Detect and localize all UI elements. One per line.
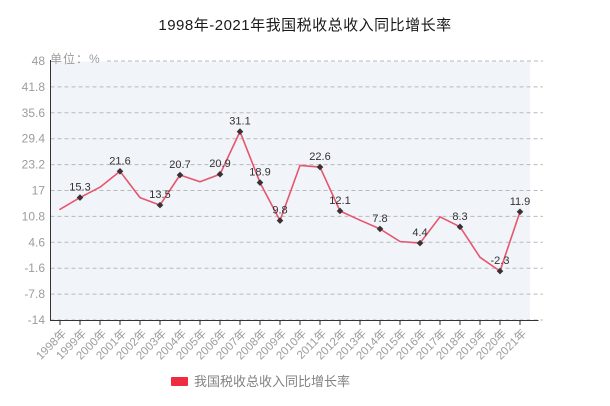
data-point-label: 22.6 xyxy=(309,151,330,163)
data-point-marker xyxy=(216,170,224,178)
y-axis-unit-label: 单位：% xyxy=(50,51,101,66)
data-point-marker xyxy=(516,208,524,216)
y-tick-label: 35.6 xyxy=(22,106,46,120)
data-point-marker xyxy=(236,128,244,135)
series-line xyxy=(59,130,521,272)
data-point-marker xyxy=(456,223,464,231)
data-point-label: 13.5 xyxy=(149,189,170,201)
y-tick-label: 41.8 xyxy=(22,80,46,94)
data-point-label: 7.8 xyxy=(372,213,387,225)
data-point-label: 20.7 xyxy=(169,159,190,171)
data-point-marker xyxy=(116,167,124,175)
y-tick-label: 48 xyxy=(32,54,46,68)
data-point-marker xyxy=(336,207,344,215)
y-tick-label: 4.6 xyxy=(28,235,45,249)
chart-title: 1998年-2021年我国税收总收入同比增长率 xyxy=(158,17,452,34)
data-point-marker xyxy=(176,171,184,179)
data-point-label: 11.9 xyxy=(510,196,531,208)
data-point-label: 8.3 xyxy=(452,211,467,223)
data-point-marker xyxy=(276,217,284,224)
data-point-label: 18.9 xyxy=(249,167,270,179)
data-point-label: 21.6 xyxy=(109,155,130,167)
y-tick-label: 17 xyxy=(32,184,46,198)
data-point-marker xyxy=(316,163,324,171)
data-point-label: 31.1 xyxy=(229,116,250,128)
data-point-marker xyxy=(376,225,384,233)
data-point-marker xyxy=(496,267,504,275)
legend-swatch-icon xyxy=(171,377,188,386)
y-tick-label: -7.8 xyxy=(24,287,45,301)
data-point-label: 15.3 xyxy=(69,182,90,194)
y-tick-label: -14 xyxy=(28,313,46,327)
data-point-marker xyxy=(76,194,84,201)
data-point-label: 9.8 xyxy=(272,205,287,217)
y-tick-label: 29.4 xyxy=(22,132,46,146)
y-tick-label: 10.8 xyxy=(22,209,46,223)
y-tick-label: 23.2 xyxy=(22,158,46,172)
data-point-label: -2.3 xyxy=(491,255,510,267)
data-point-label: 4.4 xyxy=(412,227,427,239)
data-point-label: 12.1 xyxy=(329,195,350,207)
data-point-marker xyxy=(256,179,264,186)
data-point-marker xyxy=(416,239,424,247)
legend-label: 我国税收总收入同比增长率 xyxy=(194,374,351,389)
data-point-marker xyxy=(156,201,164,209)
y-tick-label: -1.6 xyxy=(24,261,45,275)
data-point-label: 20.9 xyxy=(209,158,230,170)
legend: 我国税收总收入同比增长率 xyxy=(171,375,350,388)
